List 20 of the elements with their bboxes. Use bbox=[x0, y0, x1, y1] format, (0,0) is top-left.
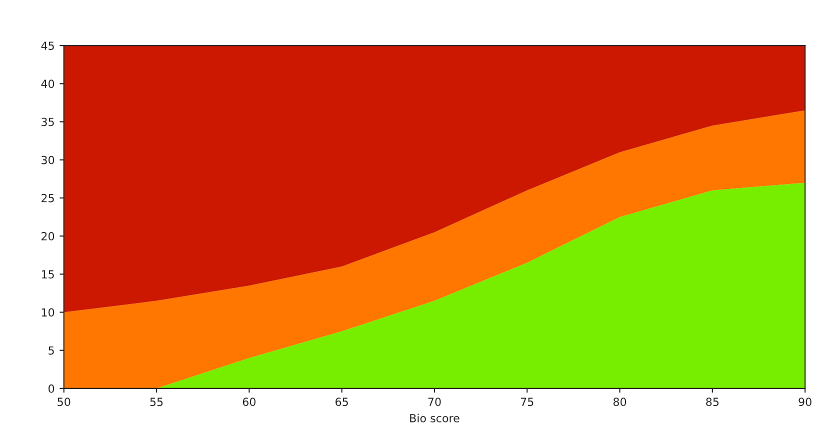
y-tick-label: 20 bbox=[42, 232, 54, 240]
y-tick-label: 0 bbox=[48, 384, 54, 393]
y-tick-label: 40 bbox=[41, 80, 54, 88]
x-tick-label: 50 bbox=[58, 398, 70, 406]
x-tick-label: 80 bbox=[613, 398, 626, 406]
y-tick-label: 45 bbox=[41, 42, 54, 50]
x-tick-label: 70 bbox=[428, 398, 441, 406]
x-tick-label: 65 bbox=[336, 398, 348, 406]
y-tick-label: 10 bbox=[42, 308, 54, 317]
y-tick-label: 30 bbox=[42, 156, 54, 164]
y-tick-label: 15 bbox=[42, 270, 54, 279]
x-axis-title: Bio score bbox=[410, 414, 460, 422]
x-tick-label: 60 bbox=[242, 398, 256, 406]
y-tick-label: 35 bbox=[42, 118, 54, 126]
x-tick-label: 75 bbox=[520, 398, 534, 406]
x-tick-label: 55 bbox=[150, 398, 163, 406]
y-tick-label: 25 bbox=[42, 194, 54, 202]
x-tick-label: 90 bbox=[798, 398, 812, 406]
y-tick-label: 5 bbox=[48, 346, 54, 355]
x-tick-label: 85 bbox=[706, 398, 719, 406]
